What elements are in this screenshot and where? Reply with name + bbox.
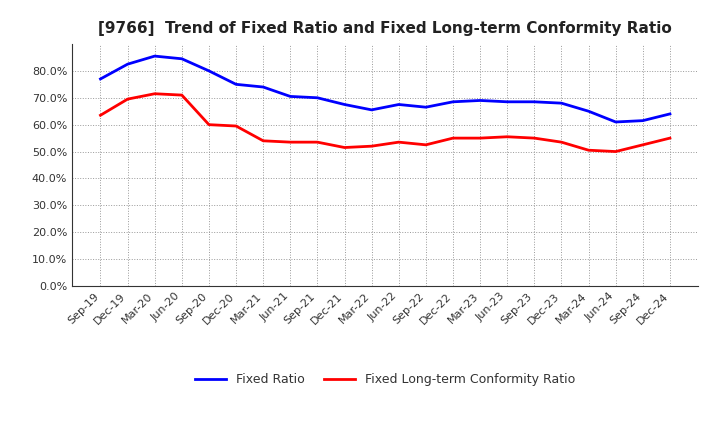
Fixed Ratio [639,118,647,123]
Fixed Long-term Conformity Ratio [584,147,593,153]
Fixed Long-term Conformity Ratio [286,139,294,145]
Fixed Long-term Conformity Ratio [530,136,539,141]
Fixed Ratio [665,111,674,117]
Fixed Long-term Conformity Ratio [341,145,349,150]
Fixed Long-term Conformity Ratio [639,142,647,147]
Fixed Long-term Conformity Ratio [96,113,105,118]
Fixed Ratio [421,105,430,110]
Fixed Ratio [341,102,349,107]
Line: Fixed Long-term Conformity Ratio: Fixed Long-term Conformity Ratio [101,94,670,151]
Fixed Ratio [178,56,186,62]
Fixed Ratio [96,76,105,81]
Fixed Ratio [367,107,376,113]
Fixed Ratio [123,62,132,67]
Fixed Ratio [259,84,268,90]
Fixed Ratio [611,119,620,125]
Fixed Ratio [530,99,539,104]
Fixed Ratio [503,99,511,104]
Fixed Long-term Conformity Ratio [503,134,511,139]
Fixed Long-term Conformity Ratio [313,139,322,145]
Fixed Ratio [449,99,457,104]
Fixed Ratio [286,94,294,99]
Fixed Long-term Conformity Ratio [123,96,132,102]
Fixed Ratio [232,82,240,87]
Fixed Ratio [476,98,485,103]
Fixed Long-term Conformity Ratio [421,142,430,147]
Fixed Ratio [313,95,322,100]
Fixed Ratio [395,102,403,107]
Fixed Long-term Conformity Ratio [611,149,620,154]
Fixed Long-term Conformity Ratio [150,91,159,96]
Fixed Ratio [557,100,566,106]
Fixed Long-term Conformity Ratio [449,136,457,141]
Fixed Long-term Conformity Ratio [476,136,485,141]
Fixed Long-term Conformity Ratio [178,92,186,98]
Fixed Long-term Conformity Ratio [665,136,674,141]
Fixed Long-term Conformity Ratio [367,143,376,149]
Fixed Long-term Conformity Ratio [204,122,213,127]
Fixed Long-term Conformity Ratio [557,139,566,145]
Fixed Ratio [204,68,213,73]
Line: Fixed Ratio: Fixed Ratio [101,56,670,122]
Title: [9766]  Trend of Fixed Ratio and Fixed Long-term Conformity Ratio: [9766] Trend of Fixed Ratio and Fixed Lo… [99,21,672,36]
Fixed Long-term Conformity Ratio [395,139,403,145]
Fixed Long-term Conformity Ratio [232,123,240,128]
Fixed Ratio [150,53,159,59]
Fixed Ratio [584,109,593,114]
Fixed Long-term Conformity Ratio [259,138,268,143]
Legend: Fixed Ratio, Fixed Long-term Conformity Ratio: Fixed Ratio, Fixed Long-term Conformity … [190,368,580,391]
